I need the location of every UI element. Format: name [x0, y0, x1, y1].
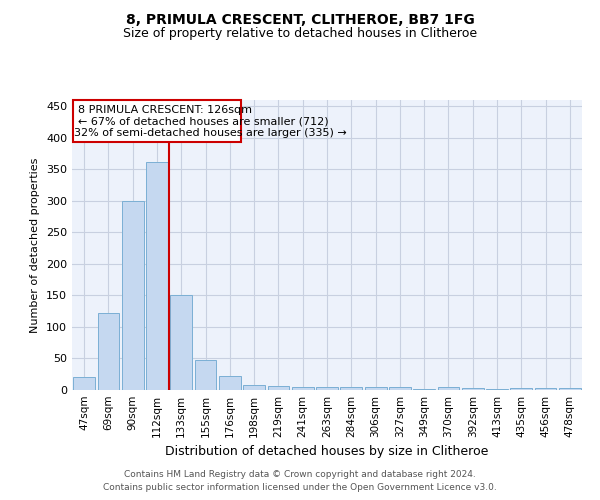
Bar — [437, 388, 460, 390]
Bar — [340, 388, 362, 390]
Bar — [292, 387, 314, 390]
Bar — [559, 388, 581, 390]
Bar — [194, 360, 217, 390]
Text: 8 PRIMULA CRESCENT: 126sqm: 8 PRIMULA CRESCENT: 126sqm — [77, 105, 251, 115]
Bar — [219, 376, 241, 390]
Y-axis label: Number of detached properties: Number of detached properties — [31, 158, 40, 332]
Text: Contains HM Land Registry data © Crown copyright and database right 2024.: Contains HM Land Registry data © Crown c… — [124, 470, 476, 479]
Bar — [146, 162, 168, 390]
Bar — [365, 387, 386, 390]
Bar — [316, 387, 338, 390]
Bar — [73, 378, 95, 390]
Text: Contains public sector information licensed under the Open Government Licence v3: Contains public sector information licen… — [103, 483, 497, 492]
Bar — [462, 388, 484, 390]
FancyBboxPatch shape — [73, 100, 241, 142]
Bar — [268, 386, 289, 390]
Bar — [122, 201, 143, 390]
Bar — [170, 296, 192, 390]
Bar — [511, 388, 532, 390]
Bar — [535, 388, 556, 390]
Bar — [243, 385, 265, 390]
Bar — [389, 388, 411, 390]
Text: 32% of semi-detached houses are larger (335) →: 32% of semi-detached houses are larger (… — [74, 128, 347, 138]
Text: ← 67% of detached houses are smaller (712): ← 67% of detached houses are smaller (71… — [77, 116, 328, 126]
Text: 8, PRIMULA CRESCENT, CLITHEROE, BB7 1FG: 8, PRIMULA CRESCENT, CLITHEROE, BB7 1FG — [125, 12, 475, 26]
X-axis label: Distribution of detached houses by size in Clitheroe: Distribution of detached houses by size … — [166, 446, 488, 458]
Text: Size of property relative to detached houses in Clitheroe: Size of property relative to detached ho… — [123, 28, 477, 40]
Bar — [97, 313, 119, 390]
